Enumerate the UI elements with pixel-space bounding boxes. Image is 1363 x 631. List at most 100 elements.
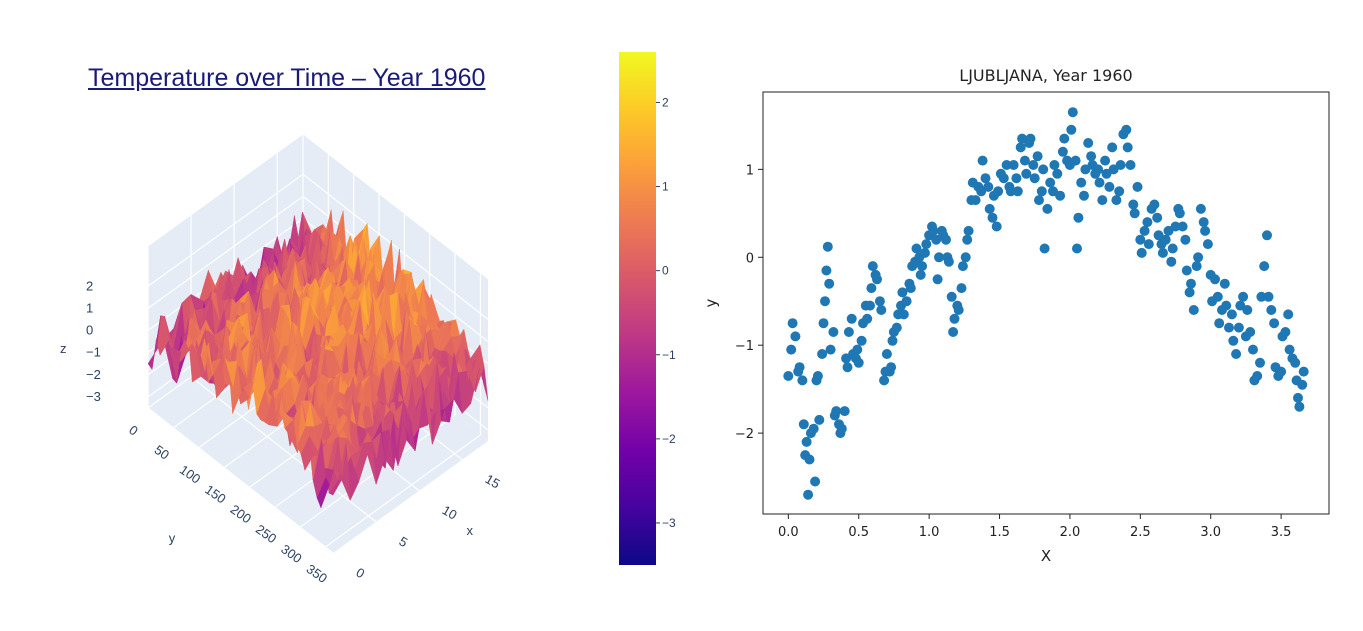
scatter-point[interactable] <box>1036 186 1047 197</box>
scatter-point[interactable] <box>977 155 988 166</box>
scatter-point[interactable] <box>794 362 805 373</box>
scatter-point[interactable] <box>876 305 887 315</box>
scatter-point[interactable] <box>1052 168 1063 179</box>
scatter-point[interactable] <box>801 436 812 447</box>
scatter-point[interactable] <box>1100 155 1111 166</box>
scatter-point[interactable] <box>1228 335 1239 346</box>
scatter-point[interactable] <box>790 331 801 342</box>
scatter-point[interactable] <box>1280 327 1291 337</box>
scatter-point[interactable] <box>1139 225 1150 236</box>
scatter-point[interactable] <box>1157 247 1168 258</box>
scatter-point[interactable] <box>1188 305 1199 315</box>
scatter-point[interactable] <box>804 454 815 465</box>
scatter-point[interactable] <box>928 225 939 236</box>
scatter-point[interactable] <box>820 296 830 307</box>
scatter-point[interactable] <box>1160 234 1171 245</box>
scatter-point[interactable] <box>839 406 850 417</box>
scatter-point[interactable] <box>962 234 973 245</box>
scatter-point[interactable] <box>1212 291 1223 302</box>
scatter-point[interactable] <box>1083 138 1094 148</box>
scatter-point[interactable] <box>1238 291 1249 302</box>
scatter-point[interactable] <box>983 181 994 192</box>
scatter-point[interactable] <box>1029 173 1040 184</box>
scatter-point[interactable] <box>1114 186 1125 197</box>
scatter-point[interactable] <box>1129 208 1140 219</box>
scatter-point[interactable] <box>1226 309 1237 320</box>
scatter-point[interactable] <box>1198 217 1209 228</box>
scatter-point[interactable] <box>1233 322 1244 333</box>
scatter-plot[interactable]: LJUBLJANA, Year 1960 0.0 0.5 1.0 1.5 2.0 2.5 3… <box>690 50 1350 580</box>
scatter-point[interactable] <box>1045 177 1056 188</box>
scatter-point[interactable] <box>887 335 898 346</box>
scatter-point[interactable] <box>825 344 836 355</box>
scatter-point[interactable] <box>798 419 809 430</box>
scatter-point[interactable] <box>1284 344 1295 355</box>
scatter-point[interactable] <box>1224 322 1234 333</box>
scatter-point[interactable] <box>1167 243 1178 254</box>
scatter-point[interactable] <box>917 261 928 272</box>
scatter-point[interactable] <box>808 423 819 434</box>
scatter-point[interactable] <box>1298 366 1309 377</box>
scatter-point[interactable] <box>1245 327 1256 337</box>
scatter-point[interactable] <box>828 327 839 337</box>
scatter-point[interactable] <box>921 239 932 250</box>
scatter-point[interactable] <box>1259 261 1270 272</box>
scatter-point[interactable] <box>1021 168 1032 179</box>
scatter-point[interactable] <box>1132 181 1143 192</box>
scatter-point[interactable] <box>1143 239 1154 250</box>
scatter-point[interactable] <box>911 243 922 254</box>
scatter-point[interactable] <box>1177 221 1188 232</box>
scatter-point[interactable] <box>957 261 968 272</box>
scatter-point[interactable] <box>831 406 842 417</box>
scatter-point[interactable] <box>1142 217 1153 228</box>
scatter-point[interactable] <box>1293 392 1303 403</box>
scatter-point[interactable] <box>881 349 892 359</box>
scatter-point[interactable] <box>843 327 854 337</box>
scatter-point[interactable] <box>1181 265 1192 276</box>
scatter-point[interactable] <box>1200 225 1211 236</box>
scatter-point[interactable] <box>803 489 814 500</box>
scatter-point[interactable] <box>867 261 878 272</box>
scatter-point[interactable] <box>1059 133 1070 144</box>
scatter-point[interactable] <box>1042 203 1053 214</box>
scatter-point[interactable] <box>953 305 964 315</box>
scatter-point[interactable] <box>1055 190 1066 201</box>
scatter-point[interactable] <box>1125 160 1136 170</box>
scatter-point[interactable] <box>1262 230 1272 241</box>
scatter-point[interactable] <box>915 269 926 280</box>
scatter-point[interactable] <box>822 241 833 252</box>
scatter-point[interactable] <box>821 265 832 276</box>
scatter-point[interactable] <box>1094 177 1105 188</box>
scatter-point[interactable] <box>1170 221 1181 232</box>
scatter-point[interactable] <box>1202 239 1213 250</box>
scatter-point[interactable] <box>856 335 867 346</box>
scatter-point[interactable] <box>1193 252 1204 263</box>
scatter-point[interactable] <box>946 291 957 302</box>
scatter-point[interactable] <box>1214 318 1225 329</box>
scatter-point[interactable] <box>1252 371 1263 381</box>
scatter-point[interactable] <box>998 173 1009 184</box>
scatter-point[interactable] <box>1174 208 1185 219</box>
scatter-point[interactable] <box>1135 234 1146 245</box>
scatter-point[interactable] <box>862 313 873 324</box>
scatter-point[interactable] <box>948 327 959 337</box>
scatter-point[interactable] <box>836 423 847 434</box>
scatter-point[interactable] <box>879 375 890 386</box>
scatter-point[interactable] <box>1039 243 1050 254</box>
scatter-point[interactable] <box>1097 195 1108 206</box>
scatter-point[interactable] <box>1283 309 1294 320</box>
scatter-point[interactable] <box>898 309 909 320</box>
scatter-point[interactable] <box>1012 186 1023 197</box>
scatter-point[interactable] <box>1034 195 1044 206</box>
scatter-point[interactable] <box>1248 344 1258 355</box>
scatter-point[interactable] <box>817 349 828 359</box>
scatter-point[interactable] <box>991 221 1002 232</box>
scatter-point[interactable] <box>943 256 954 267</box>
scatter-point[interactable] <box>963 225 974 236</box>
scatter-point[interactable] <box>1266 305 1277 315</box>
scatter-point[interactable] <box>984 203 995 214</box>
scatter-point[interactable] <box>874 296 885 307</box>
scatter-point[interactable] <box>824 278 835 289</box>
scatter-point[interactable] <box>1231 349 1242 359</box>
